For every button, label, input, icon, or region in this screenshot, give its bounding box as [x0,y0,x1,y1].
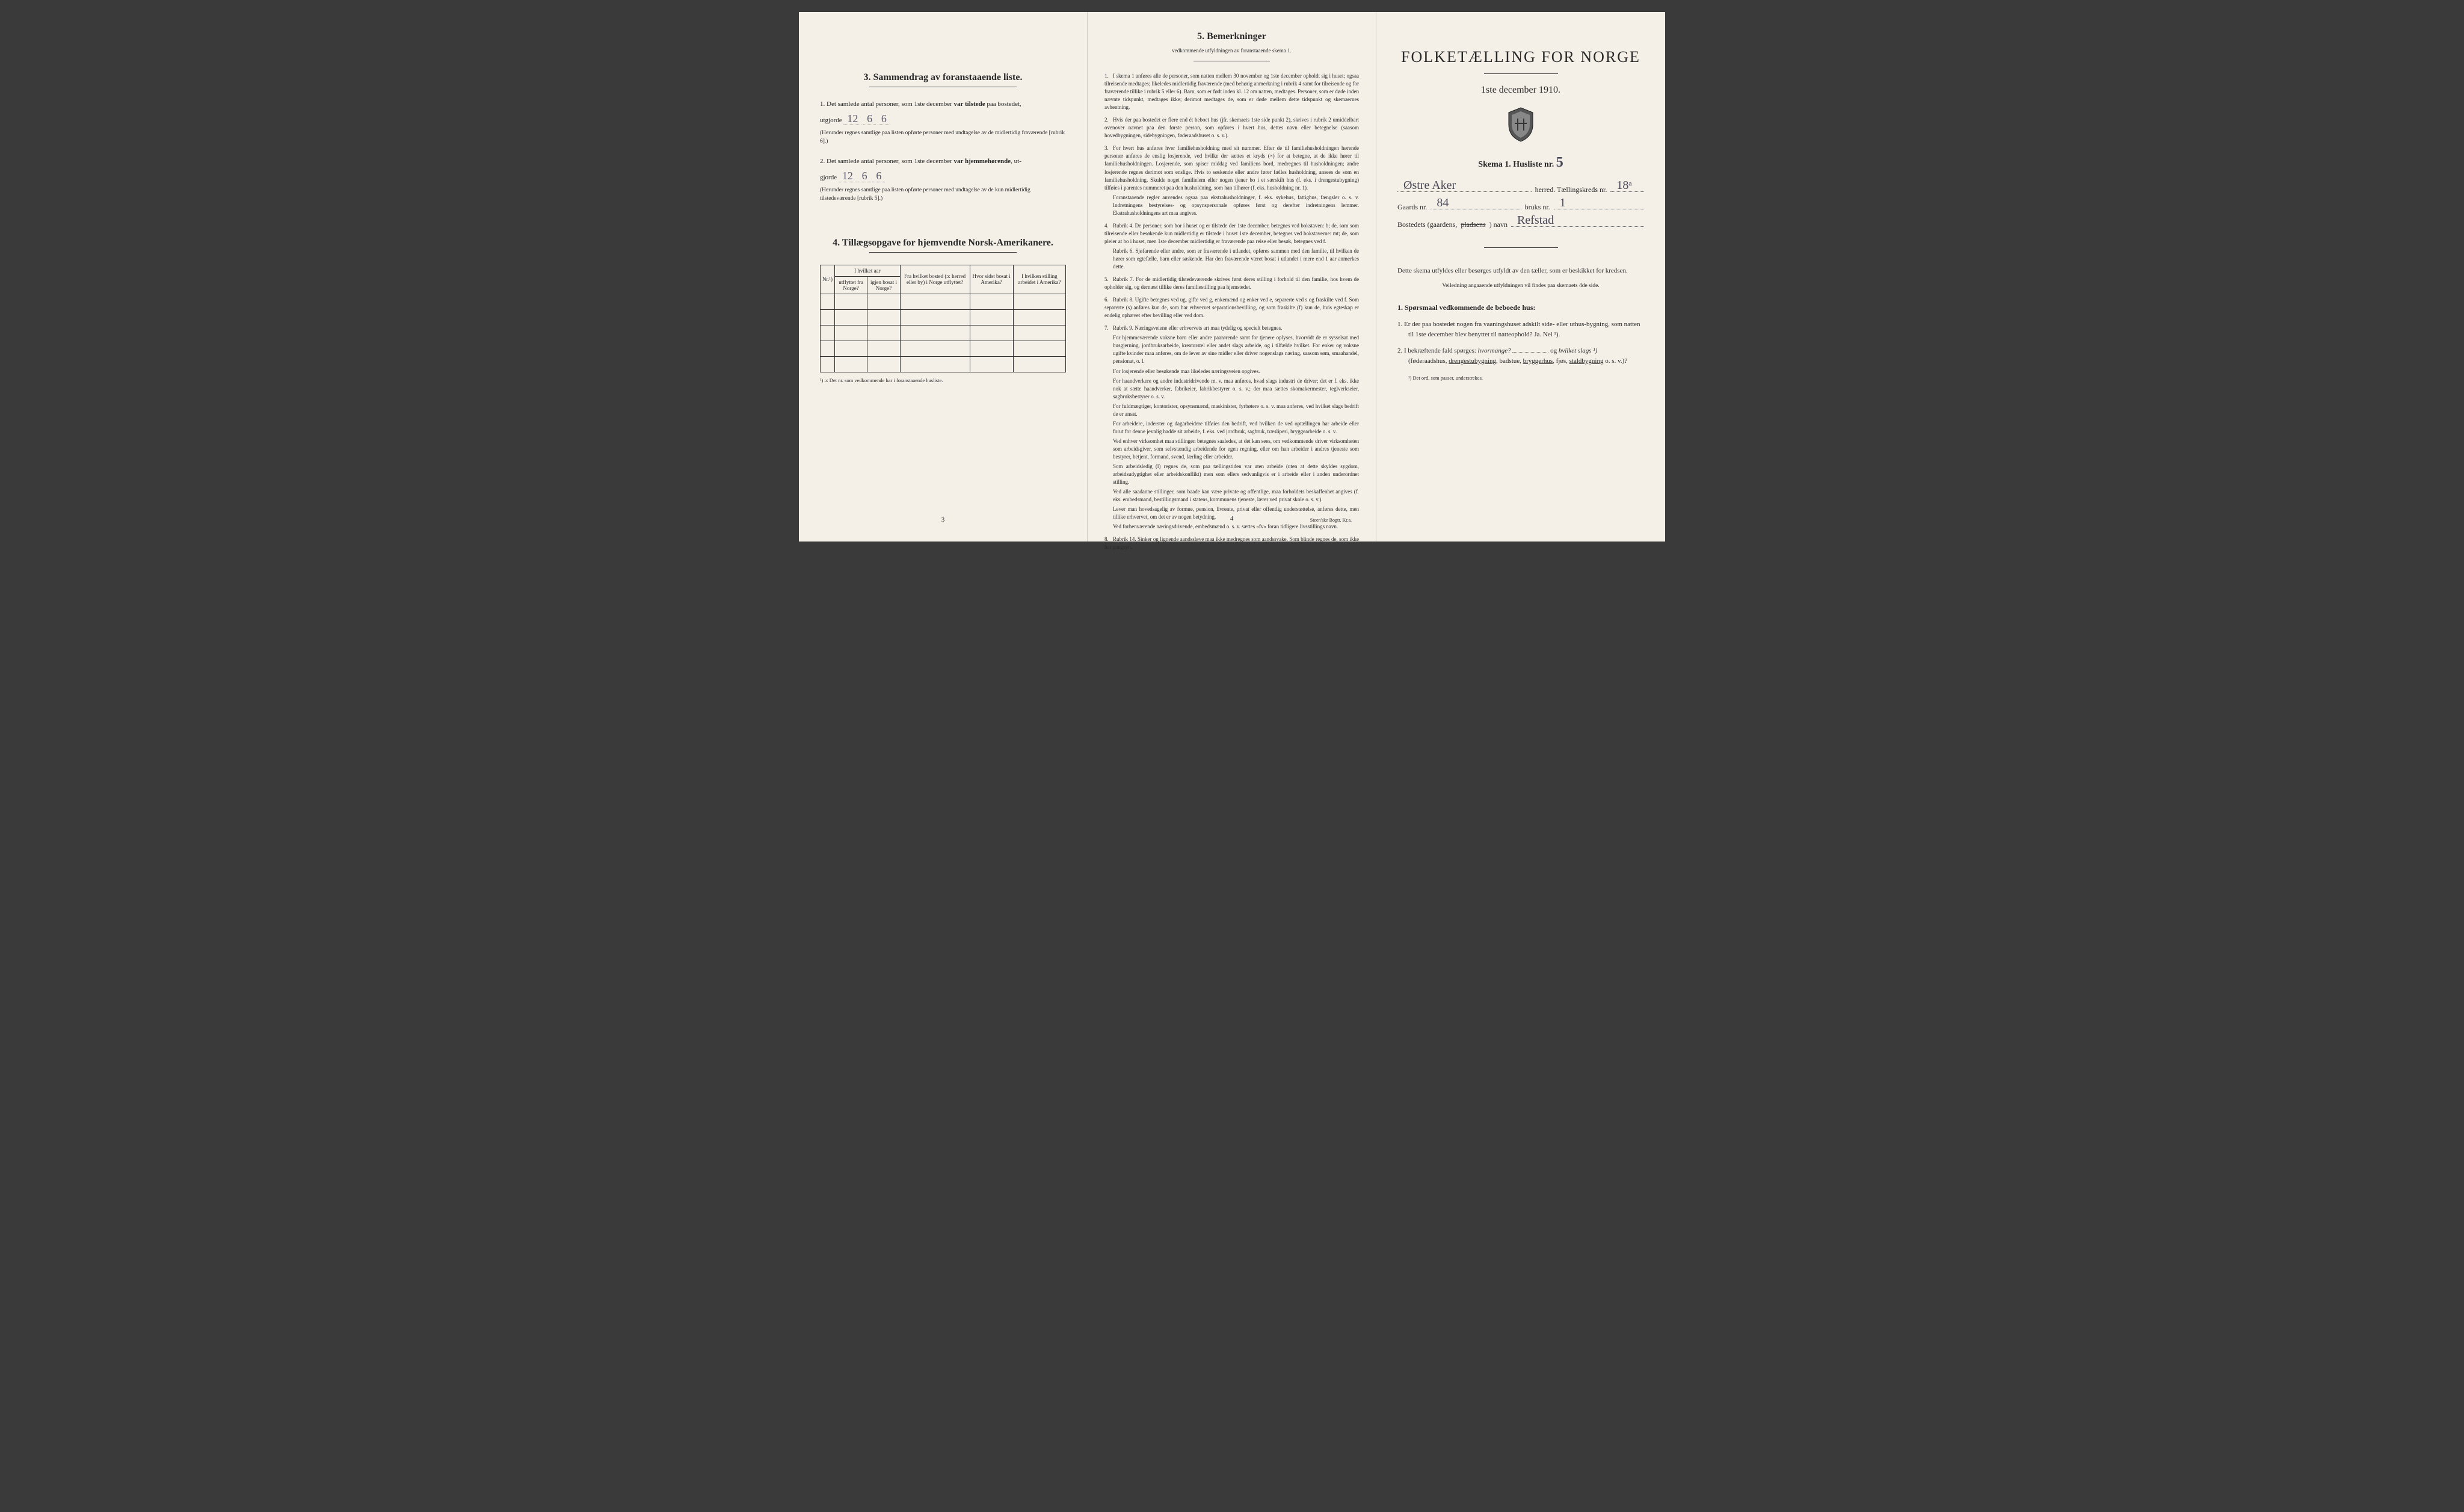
table-row [821,356,1066,372]
table-row [821,309,1066,325]
cover-footnote: ¹) Det ord, som passer, understrekes. [1397,375,1644,381]
summary-item-1: 1. Det samlede antal personer, som 1ste … [820,99,1066,146]
th-stilling: I hvilken stilling arbeidet i Amerika? [1013,265,1065,294]
item2-note: (Herunder regnes samtlige paa listen opf… [820,187,1066,203]
total-present: 12 [843,113,861,125]
remark-3-extra: Foranstaaende regler anvendes ogsaa paa … [1113,194,1359,217]
herred-line: Østre Aker herred. Tællingskreds nr. 18ᵃ [1397,185,1644,194]
item1-text: 1. Det samlede antal personer, som 1ste … [820,100,1021,108]
table-row [821,294,1066,309]
remarks-list: 1.I skema 1 anføres alle de personer, so… [1104,72,1359,552]
page-number: 3 [941,516,945,523]
bosted-suffix: ) navn [1489,220,1508,229]
census-title: FOLKETÆLLING FOR NORGE [1397,48,1644,66]
p-losj: For losjerende eller besøkende maa likel… [1113,368,1359,375]
p-ledig: Som arbeidsledig (l) regnes de, som paa … [1113,463,1359,486]
herred-value: Østre Aker [1403,179,1456,193]
bruks-nr: 1 [1560,196,1566,210]
page-cover: FOLKETÆLLING FOR NORGE 1ste december 191… [1376,12,1665,542]
p-fuld: For fuldmægtiger, kontorister, opsynsmæn… [1113,403,1359,418]
table-footnote: ¹) ɔ: Det nr. som vedkommende har i fora… [820,377,1066,383]
gjorde-label: gjorde [820,174,837,181]
resident-m: 6 [858,170,871,182]
remark-2: 2.Hvis der paa bostedet er flere end ét … [1104,116,1359,140]
total-resident: 12 [839,170,857,182]
remark-4: 4.Rubrik 4. De personer, som bor i huset… [1104,222,1359,271]
section-5-subtitle: vedkommende utfyldningen av foranstaaend… [1104,47,1359,55]
census-document: 3. Sammendrag av foranstaaende liste. 1.… [799,12,1665,542]
p-arb: For arbeidere, inderster og dagarbeidere… [1113,420,1359,436]
section-4-title: 4. Tillægsopgave for hjemvendte Norsk-Am… [820,238,1066,248]
kreds-nr: 18ᵃ [1616,179,1631,193]
remark-7: 7.Rubrik 9. Næringsveiene eller erhverve… [1104,324,1359,531]
utgjorde-label: utgjorde [820,117,842,124]
bosted-line: Bostedets (gaardens, pladsens ) navn Ref… [1397,220,1644,229]
question-2: 2. I bekræftende fald spørges: hvormange… [1397,346,1644,366]
skema-line: Skema 1. Husliste nr. 5 [1397,155,1644,171]
present-m: 6 [863,113,876,125]
p-haand: For haandverkere og andre industridriven… [1113,377,1359,401]
remark-6: 6.Rubrik 8. Ugifte betegnes ved ug, gift… [1104,296,1359,319]
th-sidst: Hvor sidst bosat i Amerika? [970,265,1013,294]
question-1: 1. Er der paa bostedet nogen fra vaaning… [1397,319,1644,340]
coat-of-arms-icon [1506,106,1536,143]
th-igjen: igjen bosat i Norge? [867,276,901,294]
printer-mark: Steen'ske Bogtr. Kr.a. [1310,517,1352,523]
table-row [821,325,1066,341]
emigrant-table-wrap: Nr.¹) I hvilket aar Fra hvilket bosted (… [820,265,1066,383]
gaards-line: Gaards nr. 84 bruks nr. 1 [1397,203,1644,212]
page-number: 4 [1230,514,1234,523]
present-f: 6 [878,113,890,125]
gaards-label: Gaards nr. [1397,203,1427,212]
item1-note: (Herunder regnes samtlige paa listen opf… [820,129,1066,146]
page-3: 3. Sammendrag av foranstaaende liste. 1.… [799,12,1088,542]
page-4: 5. Bemerkninger vedkommende utfyldningen… [1088,12,1376,542]
rule [1484,247,1558,248]
p-forhen: Ved forhenværende næringsdrivende, embed… [1113,523,1359,531]
th-aar: I hvilket aar [834,265,900,276]
emigrant-table: Nr.¹) I hvilket aar Fra hvilket bosted (… [820,265,1066,372]
remark-1: 1.I skema 1 anføres alle de personer, so… [1104,72,1359,111]
intro-text: Dette skema utfyldes eller besørges utfy… [1397,266,1644,277]
p-saad: Ved alle saadanne stillinger, som baade … [1113,488,1359,504]
question-section-title: 1. Spørsmaal vedkommende de beboede hus: [1397,303,1644,312]
th-nr: Nr.¹) [821,265,835,294]
gaards-nr: 84 [1437,196,1449,210]
rubrik-6: Rubrik 6. Sjøfarende eller andre, som er… [1113,247,1359,271]
intro-sub: Veiledning angaaende utfyldningen vil fi… [1397,283,1644,289]
remark-5: 5.Rubrik 7. For de midlertidig tilstedev… [1104,276,1359,291]
th-bosted: Fra hvilket bosted (ɔ: herred eller by) … [900,265,970,294]
remark-8: 8.Rubrik 14. Sinker og lignende aandsslø… [1104,535,1359,551]
struck-word: pladsens [1461,220,1485,229]
item2-text: 2. Det samlede antal personer, som 1ste … [820,158,1021,165]
table-row [821,341,1066,356]
rule [869,252,1017,253]
bruks-label: bruks nr. [1525,203,1550,212]
p-hjemme: For hjemmeværende voksne barn eller andr… [1113,334,1359,365]
section-3-title: 3. Sammendrag av foranstaaende liste. [820,72,1066,83]
resident-f: 6 [872,170,885,182]
bosted-value: Refstad [1517,214,1554,227]
herred-label: herred. Tællingskreds nr. [1535,185,1607,194]
summary-item-2: 2. Det samlede antal personer, som 1ste … [820,156,1066,203]
q2-options: (føderaadshus, drengestubygning, badstue… [1408,357,1627,365]
th-utflyttet: utflyttet fra Norge? [834,276,867,294]
rule [1484,73,1558,74]
husliste-nr: 5 [1556,155,1563,170]
bosted-label: Bostedets (gaardens, [1397,220,1457,229]
remark-3: 3.For hvert hus anføres hver familiehush… [1104,144,1359,217]
section-5-title: 5. Bemerkninger [1104,30,1359,43]
p-virk: Ved enhver virksomhet maa stillingen bet… [1113,437,1359,461]
census-date: 1ste december 1910. [1397,85,1644,96]
